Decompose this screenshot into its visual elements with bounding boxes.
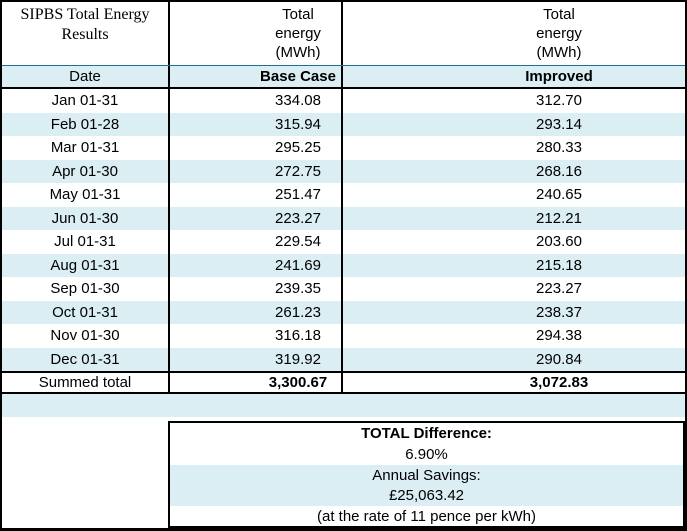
- improved-cell: 293.14: [536, 115, 582, 133]
- date-cell: Jul 01-31: [2, 230, 170, 254]
- improved-cell: 268.16: [536, 162, 582, 180]
- table-row: Apr 01-30 272.75 268.16: [2, 159, 685, 183]
- date-cell: Jun 01-30: [2, 206, 170, 230]
- base-case-cell: 334.08: [170, 89, 343, 113]
- base-case-cell: 251.47: [170, 183, 343, 207]
- summed-total-base-case: 3,300.67: [170, 373, 343, 392]
- improved-cell: 290.84: [536, 350, 582, 368]
- summary-area: TOTAL Difference: 6.90% Annual Savings: …: [2, 417, 685, 528]
- improved-cell: 203.60: [536, 233, 582, 251]
- improved-cell: 223.27: [536, 280, 582, 298]
- table-title: SIPBS Total Energy Results: [2, 2, 170, 65]
- date-cell: Nov 01-30: [2, 324, 170, 348]
- date-cell: Oct 01-31: [2, 300, 170, 324]
- date-cell: Mar 01-31: [2, 136, 170, 160]
- summed-total-label: Summed total: [2, 373, 170, 392]
- summed-total-improved: 3,072.83: [529, 374, 589, 391]
- date-cell: Sep 01-30: [2, 277, 170, 301]
- base-case-cell: 261.23: [170, 300, 343, 324]
- total-difference-value: 6.90%: [405, 446, 448, 463]
- unit-line: energy: [536, 25, 582, 42]
- table-row: Sep 01-30 239.35 223.27: [2, 277, 685, 301]
- base-case-cell: 295.25: [170, 136, 343, 160]
- date-cell: Dec 01-31: [2, 347, 170, 371]
- unit-line: Total: [543, 6, 575, 23]
- base-case-cell: 316.18: [170, 324, 343, 348]
- series-header-row: Date Base Case Improved: [2, 66, 685, 89]
- table-row: Mar 01-31 295.25 280.33: [2, 136, 685, 160]
- table-row: Oct 01-31 261.23 238.37: [2, 300, 685, 324]
- date-cell: Aug 01-31: [2, 253, 170, 277]
- column-header-row: SIPBS Total Energy Results Total energy …: [2, 2, 685, 66]
- base-case-cell: 223.27: [170, 206, 343, 230]
- unit-line: (MWh): [536, 44, 582, 61]
- base-case-column-header: Base Case: [170, 66, 343, 87]
- savings-summary-box: TOTAL Difference: 6.90% Annual Savings: …: [168, 421, 685, 528]
- date-cell: Feb 01-28: [2, 112, 170, 136]
- annual-savings-label: Annual Savings:: [170, 465, 683, 485]
- total-difference-label: TOTAL Difference:: [361, 425, 492, 442]
- date-cell: Apr 01-30: [2, 159, 170, 183]
- improved-cell: 280.33: [536, 139, 582, 157]
- table-row: Jul 01-31 229.54 203.60: [2, 230, 685, 254]
- date-column-header: Date: [2, 66, 170, 87]
- table-row: Jun 01-30 223.27 212.21: [2, 206, 685, 230]
- base-case-cell: 319.92: [170, 347, 343, 371]
- improved-cell: 212.21: [536, 209, 582, 227]
- date-cell: Jan 01-31: [2, 89, 170, 113]
- table-row: Feb 01-28 315.94 293.14: [2, 112, 685, 136]
- base-case-cell: 239.35: [170, 277, 343, 301]
- unit-line: energy: [275, 25, 321, 42]
- improved-cell: 215.18: [536, 256, 582, 274]
- table-row: Aug 01-31 241.69 215.18: [2, 253, 685, 277]
- unit-line: Total: [282, 6, 314, 23]
- summed-total-row: Summed total 3,300.67 3,072.83: [2, 371, 685, 394]
- table-row: Jan 01-31 334.08 312.70: [2, 89, 685, 113]
- base-case-cell: 229.54: [170, 230, 343, 254]
- base-case-cell: 241.69: [170, 253, 343, 277]
- unit-line: (MWh): [275, 44, 321, 61]
- spacer-band: [2, 394, 685, 417]
- table-row: May 01-31 251.47 240.65: [2, 183, 685, 207]
- table-row: Dec 01-31 319.92 290.84: [2, 347, 685, 371]
- annual-savings-value: £25,063.42: [170, 485, 683, 506]
- base-case-unit-header: Total energy (MWh): [170, 2, 343, 65]
- improved-column-header: Improved: [525, 68, 593, 85]
- table-row: Nov 01-30 316.18 294.38: [2, 324, 685, 348]
- base-case-cell: 272.75: [170, 159, 343, 183]
- improved-cell: 312.70: [536, 92, 582, 110]
- base-case-cell: 315.94: [170, 112, 343, 136]
- date-cell: May 01-31: [2, 183, 170, 207]
- improved-cell: 238.37: [536, 303, 582, 321]
- improved-cell: 240.65: [536, 186, 582, 204]
- summary-left-spacer: [2, 421, 168, 528]
- improved-cell: 294.38: [536, 327, 582, 345]
- improved-unit-header: Total energy (MWh): [343, 2, 685, 65]
- rate-note: (at the rate of 11 pence per kWh): [316, 507, 536, 525]
